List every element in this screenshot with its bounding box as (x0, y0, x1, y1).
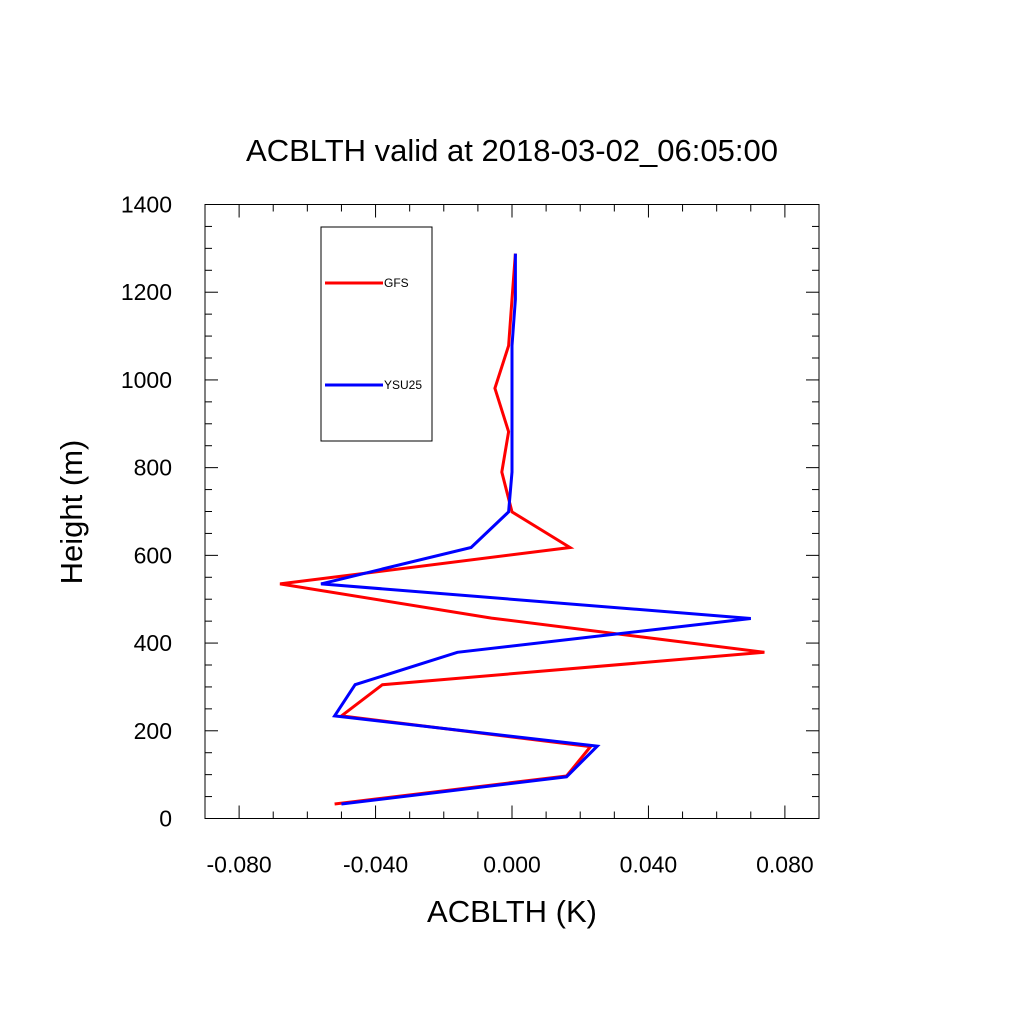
x-tick-label: 0.000 (483, 852, 541, 878)
series-line-gfs (279, 253, 765, 806)
x-tick-label: -0.040 (343, 852, 408, 878)
axis-ticks: -0.080 -0.040 0.000 0.040 0.080 0 200 400 600 800… (121, 192, 820, 878)
x-tick-label: -0.080 (207, 852, 272, 878)
y-tick-label: 1400 (121, 192, 172, 218)
x-axis-title: ACBLTH (K) (427, 894, 597, 929)
y-tick-label: 400 (134, 630, 172, 656)
x-tick-label: 0.040 (620, 852, 678, 878)
y-tick-label: 600 (134, 542, 172, 568)
legend-label-ysu25: YSU25 (384, 378, 422, 392)
legend-label-gfs: GFS (384, 276, 409, 290)
y-tick-label: 200 (134, 718, 172, 744)
y-tick-label: 0 (159, 806, 172, 832)
y-axis-title: Height (m) (54, 440, 89, 585)
y-tick-label: 1000 (121, 367, 172, 393)
legend: GFS YSU25 (320, 226, 433, 442)
y-tick-label: 800 (134, 455, 172, 481)
series-line-ysu25 (320, 253, 751, 806)
chart-title: ACBLTH valid at 2018-03-02_06:05:00 (246, 133, 778, 168)
y-tick-label: 1200 (121, 279, 172, 305)
series-layer (279, 253, 765, 806)
x-tick-label: 0.080 (756, 852, 814, 878)
legend-box (320, 226, 433, 442)
